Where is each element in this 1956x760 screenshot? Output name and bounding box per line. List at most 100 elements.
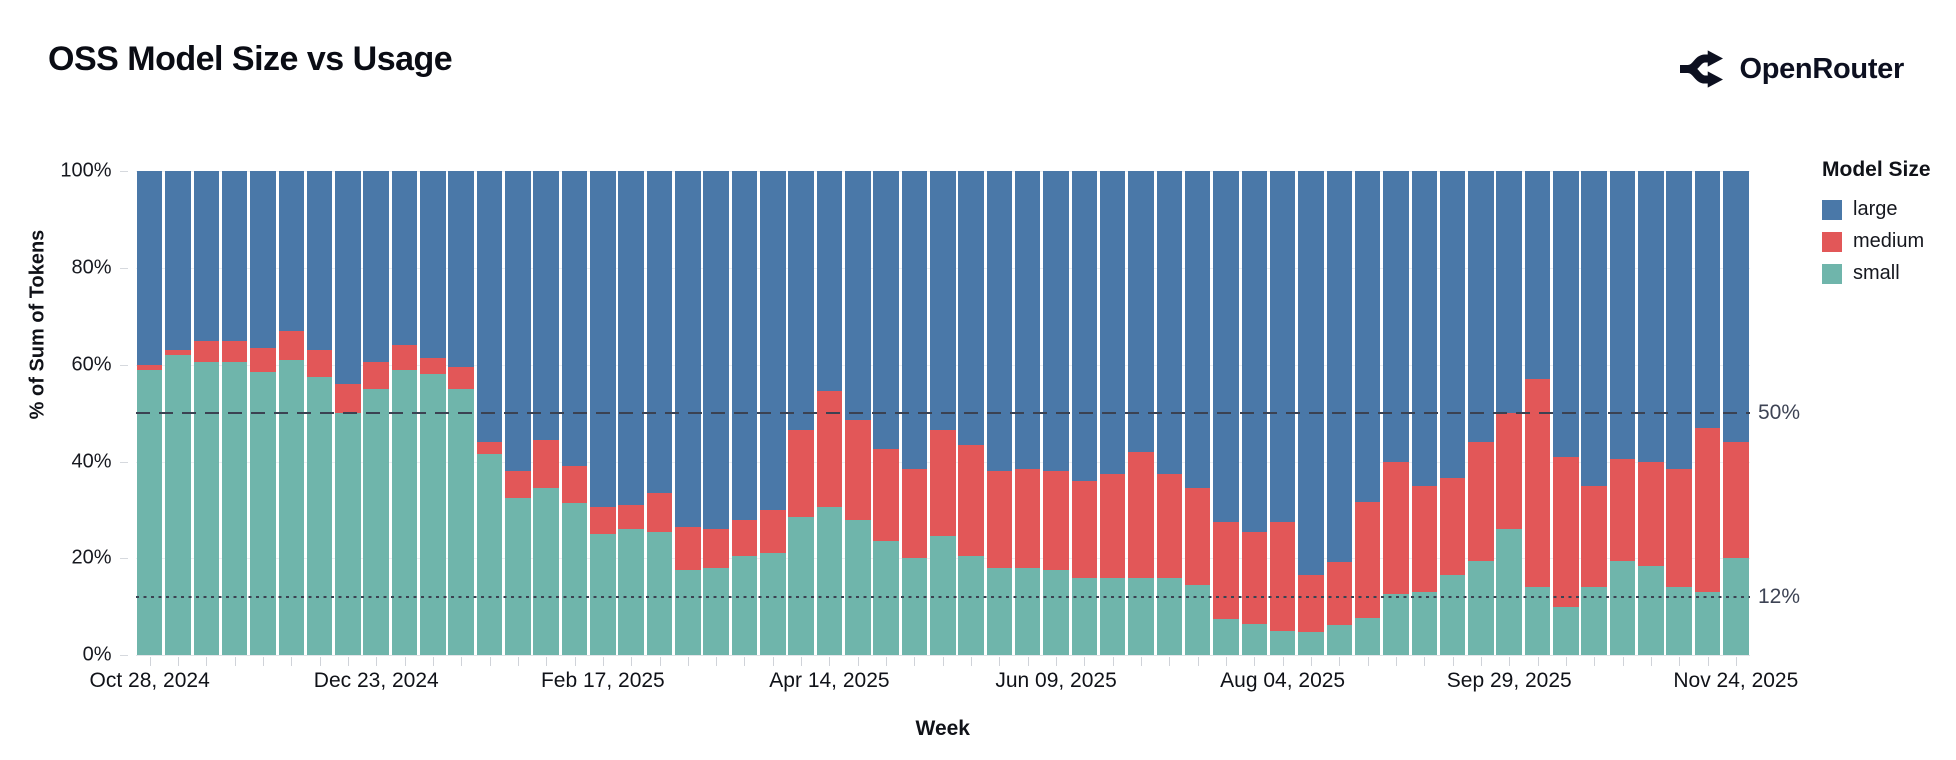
bar-week-23[interactable] — [788, 171, 814, 655]
bar-week-17[interactable] — [618, 171, 644, 655]
segment-medium — [590, 507, 616, 535]
bar-week-42[interactable] — [1326, 171, 1353, 655]
bar-week-22[interactable] — [760, 171, 786, 655]
legend-swatch-medium — [1822, 231, 1842, 252]
x-tick-mark — [1650, 657, 1652, 666]
bar-week-11[interactable] — [448, 171, 474, 655]
bar-week-55[interactable] — [1694, 171, 1721, 655]
segment-medium — [1071, 480, 1098, 578]
x-tick-label: Nov 24, 2025 — [1673, 669, 1799, 692]
bar-week-12[interactable] — [476, 171, 503, 655]
x-tick-mark — [914, 657, 916, 666]
bar-week-54[interactable] — [1666, 171, 1692, 655]
bar-week-15[interactable] — [561, 171, 588, 655]
bar-week-39[interactable] — [1241, 171, 1268, 655]
bar-week-26[interactable] — [873, 171, 899, 655]
segment-large — [1014, 171, 1041, 469]
bar-week-47[interactable] — [1468, 171, 1494, 655]
bar-week-31[interactable] — [1014, 171, 1041, 655]
segment-large — [590, 171, 616, 508]
segment-medium — [703, 529, 729, 568]
bar-week-7[interactable] — [335, 171, 361, 655]
bar-week-45[interactable] — [1411, 171, 1438, 655]
legend-item-large[interactable]: large — [1822, 198, 1952, 221]
segment-large — [958, 171, 984, 445]
segment-large — [618, 171, 644, 506]
bar-week-0[interactable] — [136, 171, 163, 655]
bar-week-51[interactable] — [1581, 171, 1607, 655]
bar-week-19[interactable] — [675, 171, 701, 655]
segment-small — [1128, 577, 1154, 655]
bar-week-30[interactable] — [986, 171, 1013, 655]
bar-week-37[interactable] — [1184, 171, 1211, 655]
bar-week-1[interactable] — [165, 171, 191, 655]
bar-week-28[interactable] — [929, 171, 956, 655]
segment-small — [1609, 560, 1636, 655]
bar-week-16[interactable] — [590, 171, 616, 655]
legend-swatch-small — [1822, 263, 1842, 284]
segment-large — [1213, 171, 1239, 522]
bar-week-25[interactable] — [845, 171, 871, 655]
segment-large — [731, 171, 758, 520]
bar-week-4[interactable] — [250, 171, 276, 655]
x-axis-title: Week — [915, 717, 970, 740]
segment-large — [986, 171, 1013, 472]
segment-small — [929, 536, 956, 655]
bar-week-38[interactable] — [1213, 171, 1239, 655]
x-tick-mark — [574, 657, 576, 666]
segment-small — [193, 362, 220, 655]
bar-week-56[interactable] — [1723, 171, 1749, 655]
y-tick-mark — [119, 558, 128, 560]
bar-week-3[interactable] — [221, 171, 248, 655]
bar-week-6[interactable] — [306, 171, 333, 655]
bar-week-2[interactable] — [193, 171, 220, 655]
bar-week-32[interactable] — [1043, 171, 1069, 655]
brand-logo[interactable]: OpenRouter — [1679, 48, 1904, 90]
bar-week-40[interactable] — [1269, 171, 1296, 655]
bar-week-9[interactable] — [391, 171, 418, 655]
segment-medium — [675, 526, 701, 571]
bar-week-21[interactable] — [731, 171, 758, 655]
bar-week-52[interactable] — [1609, 171, 1636, 655]
segment-medium — [618, 505, 644, 530]
legend-item-medium[interactable]: medium — [1822, 230, 1952, 253]
bar-week-13[interactable] — [505, 171, 531, 655]
x-tick-mark — [886, 657, 888, 666]
x-tick-mark — [999, 657, 1001, 666]
x-tick-mark — [432, 657, 434, 666]
bar-week-5[interactable] — [278, 171, 305, 655]
segment-small — [1468, 560, 1494, 655]
bar-week-43[interactable] — [1354, 171, 1381, 655]
segment-large — [420, 171, 446, 358]
bar-week-41[interactable] — [1298, 171, 1324, 655]
bar-week-18[interactable] — [646, 171, 673, 655]
segment-small — [1014, 567, 1041, 655]
x-tick-mark — [319, 657, 321, 666]
segment-medium — [1269, 521, 1296, 631]
segment-medium — [958, 444, 984, 556]
y-tick-mark — [119, 655, 128, 656]
bar-week-8[interactable] — [363, 171, 389, 655]
segment-medium — [1014, 468, 1041, 568]
bar-week-34[interactable] — [1099, 171, 1126, 655]
segment-medium — [363, 362, 389, 389]
bar-week-33[interactable] — [1071, 171, 1098, 655]
bar-week-29[interactable] — [958, 171, 984, 655]
bar-week-27[interactable] — [901, 171, 928, 655]
bar-week-35[interactable] — [1128, 171, 1154, 655]
segment-small — [1383, 594, 1409, 655]
bar-week-14[interactable] — [533, 171, 559, 655]
bar-week-36[interactable] — [1156, 171, 1183, 655]
bar-week-24[interactable] — [816, 171, 843, 655]
legend-label: medium — [1853, 230, 1925, 252]
segment-medium — [1666, 468, 1692, 588]
bar-week-10[interactable] — [420, 171, 446, 655]
bar-week-20[interactable] — [703, 171, 729, 655]
legend-item-small[interactable]: small — [1822, 262, 1952, 285]
x-tick-mark — [1141, 657, 1143, 666]
segment-small — [1071, 577, 1098, 655]
bar-week-48[interactable] — [1496, 171, 1522, 655]
bar-week-50[interactable] — [1553, 171, 1579, 655]
segment-large — [165, 171, 191, 351]
bar-week-46[interactable] — [1439, 171, 1466, 655]
